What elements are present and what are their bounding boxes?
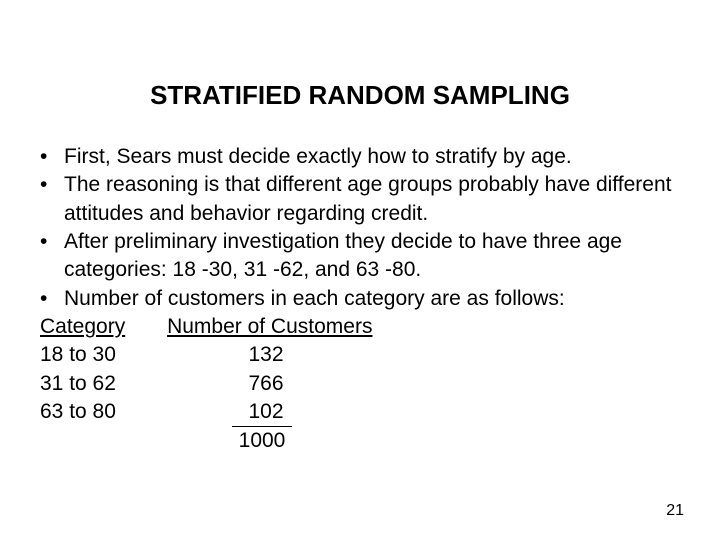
total-spacer (40, 426, 232, 455)
bullet-text: Number of customers in each category are… (64, 285, 692, 313)
count-cell: 766 (236, 370, 296, 398)
slide-content: • First, Sears must decide exactly how t… (28, 143, 692, 456)
bullet-item: • Number of customers in each category a… (28, 285, 692, 313)
bullet-item: • The reasoning is that different age gr… (28, 171, 692, 228)
count-cell: 102 (236, 398, 296, 426)
table-headers: Category Number of Customers (28, 313, 692, 341)
bullet-text: After preliminary investigation they dec… (64, 228, 692, 285)
bullet-mark: • (40, 285, 64, 313)
col1-header: Category (40, 313, 125, 341)
col2-header: Number of Customers (167, 313, 372, 341)
category-cell: 18 to 30 (40, 341, 236, 369)
category-cell: 63 to 80 (40, 398, 236, 426)
table-row: 18 to 30 132 (28, 341, 692, 369)
page-number: 21 (666, 502, 684, 520)
bullet-item: • First, Sears must decide exactly how t… (28, 143, 692, 171)
total-cell: 1000 (232, 426, 292, 455)
table-row: 63 to 80 102 (28, 398, 692, 426)
bullet-mark: • (40, 228, 64, 256)
bullet-item: • After preliminary investigation they d… (28, 228, 692, 285)
count-cell: 132 (236, 341, 296, 369)
slide-title: STRATIFIED RANDOM SAMPLING (28, 80, 692, 111)
category-cell: 31 to 62 (40, 370, 236, 398)
bullet-text: The reasoning is that different age grou… (64, 171, 692, 228)
table-row: 31 to 62 766 (28, 370, 692, 398)
bullet-mark: • (40, 171, 64, 199)
bullet-mark: • (40, 143, 64, 171)
table-total-row: 1000 (28, 426, 692, 455)
bullet-text: First, Sears must decide exactly how to … (64, 143, 692, 171)
